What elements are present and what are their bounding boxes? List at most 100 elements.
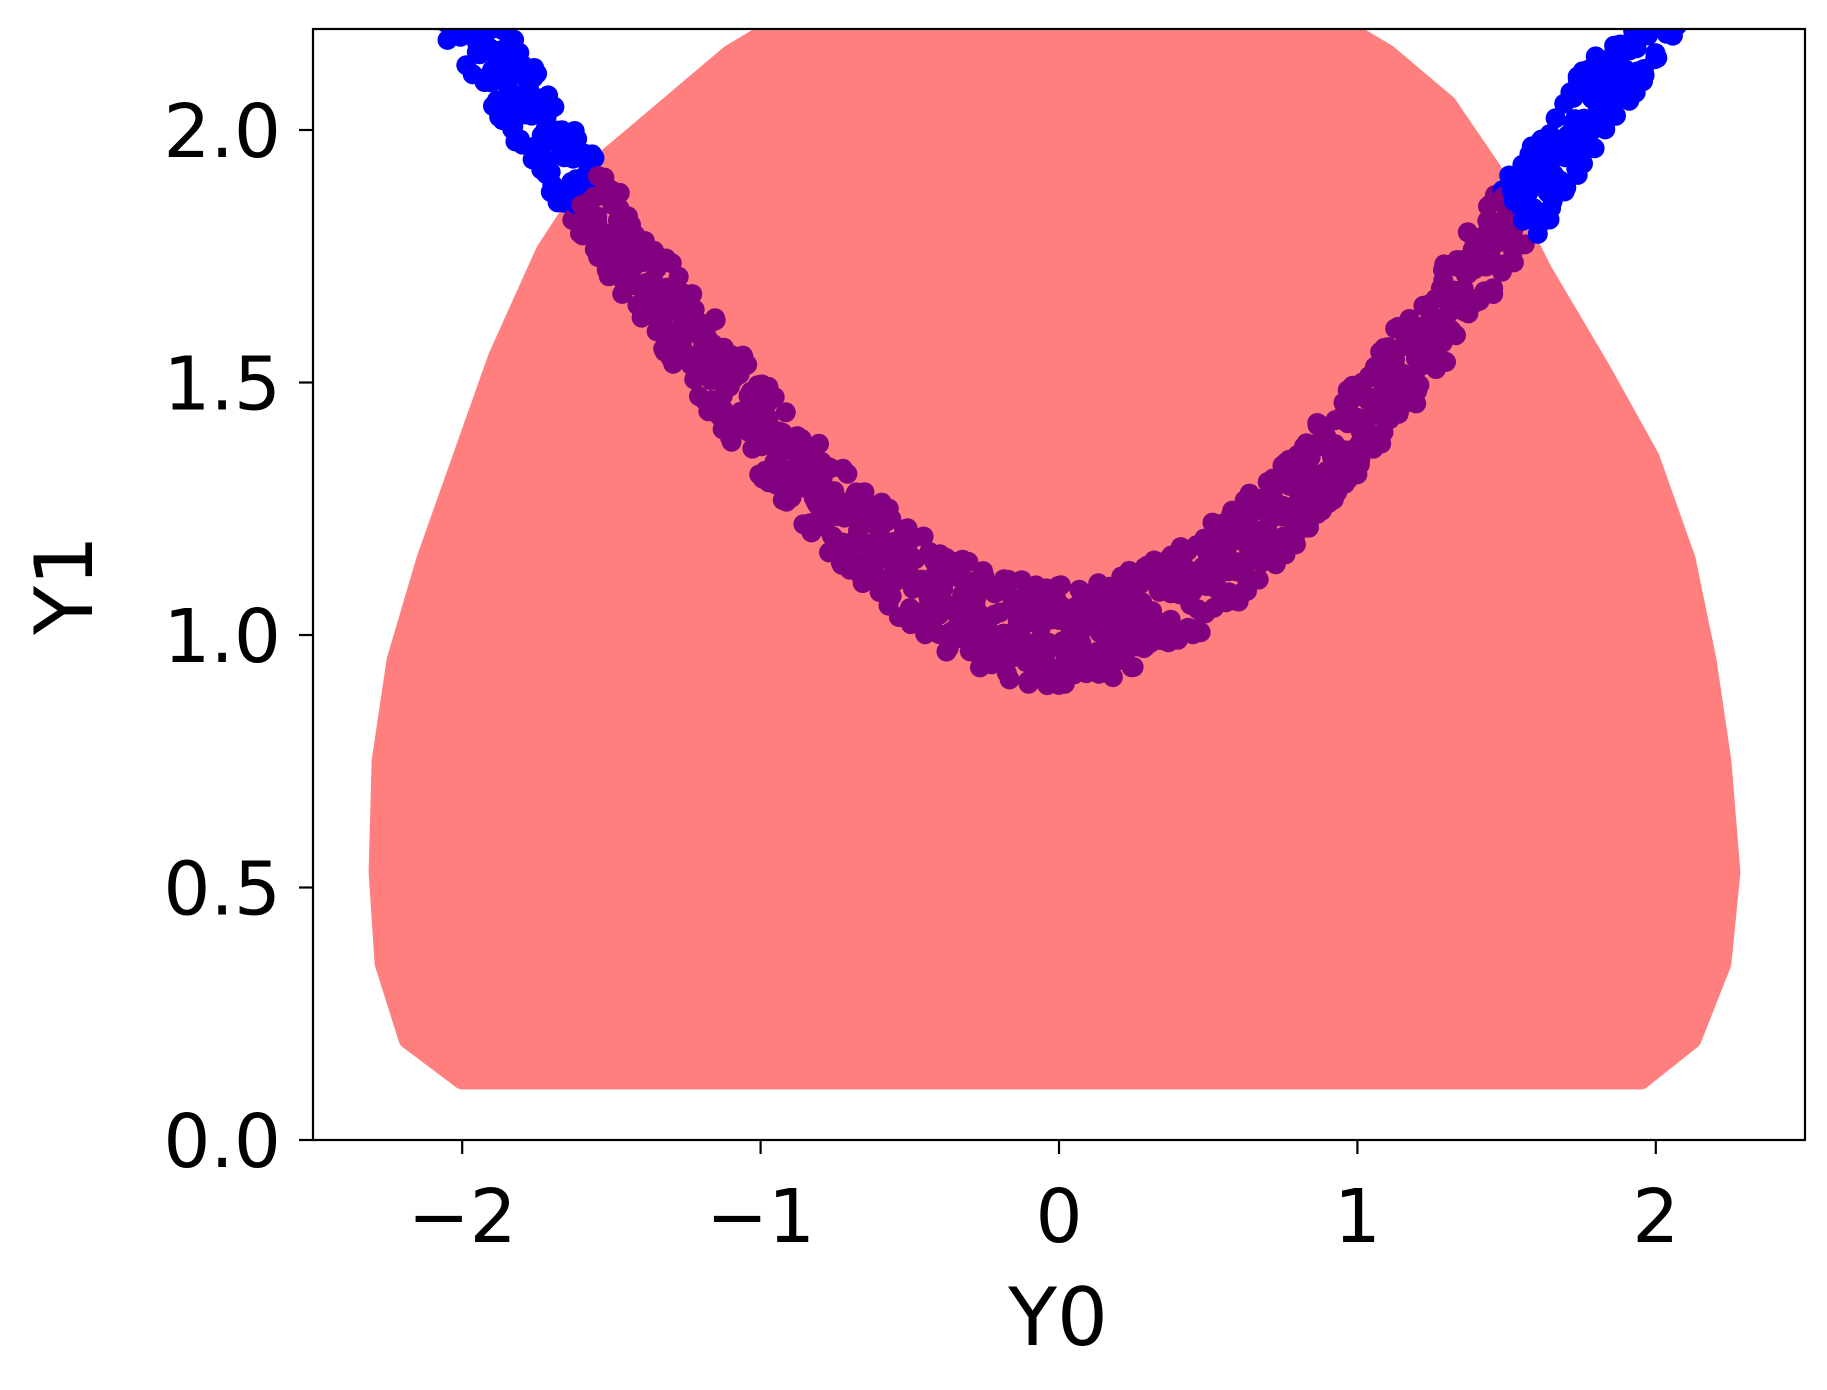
data-point xyxy=(668,266,689,287)
data-point xyxy=(1660,0,1680,20)
x-tick-label: 0 xyxy=(1035,1174,1082,1260)
data-point xyxy=(1647,47,1668,68)
data-point xyxy=(758,408,779,429)
y-tick-label: 0.0 xyxy=(163,1099,281,1185)
data-point xyxy=(1436,351,1456,372)
data-point xyxy=(1663,0,1683,4)
data-point xyxy=(775,402,796,423)
y-tick-label: 0.5 xyxy=(163,847,281,933)
data-point xyxy=(464,0,484,1)
data-point xyxy=(684,299,705,320)
data-point xyxy=(429,0,449,11)
data-point xyxy=(1638,29,1658,46)
data-point xyxy=(564,121,585,141)
y-tick-label: 2.0 xyxy=(163,89,281,175)
data-point xyxy=(609,182,630,203)
data-point xyxy=(958,551,979,572)
data-point xyxy=(764,387,785,408)
red-region-layer xyxy=(368,29,1741,1090)
data-point xyxy=(1554,181,1575,202)
data-point xyxy=(1625,1,1645,21)
data-point xyxy=(1018,673,1039,694)
data-point xyxy=(457,0,477,6)
data-point xyxy=(455,0,475,6)
y-tick-label: 1.5 xyxy=(163,342,281,428)
data-point xyxy=(544,96,565,117)
data-point xyxy=(1615,1,1635,21)
data-point xyxy=(1672,5,1692,25)
data-point xyxy=(1527,223,1548,244)
data-point xyxy=(999,669,1020,690)
data-point xyxy=(1680,0,1700,20)
data-point xyxy=(1622,0,1642,16)
y-axis: 0.0 0.5 1.0 1.5 2.0 xyxy=(163,89,313,1185)
data-point xyxy=(663,353,684,374)
data-point xyxy=(418,0,438,3)
data-point xyxy=(1123,657,1144,677)
data-point xyxy=(1441,320,1462,341)
x-axis: −2 −1 0 1 2 xyxy=(408,1140,1679,1260)
data-point xyxy=(1681,0,1701,8)
data-point xyxy=(465,8,485,28)
data-point xyxy=(1631,0,1651,6)
data-point xyxy=(1637,0,1657,17)
data-point xyxy=(499,29,520,48)
data-point xyxy=(818,457,839,477)
data-point xyxy=(1595,119,1616,140)
data-point xyxy=(1617,8,1637,28)
data-point xyxy=(1048,576,1069,596)
red-region xyxy=(368,29,1741,1090)
data-point xyxy=(938,598,959,619)
data-point xyxy=(1584,138,1605,159)
data-point xyxy=(1545,108,1566,129)
data-point xyxy=(915,624,936,645)
data-point xyxy=(445,0,465,12)
data-point xyxy=(1669,0,1689,9)
data-point xyxy=(1606,105,1626,126)
data-point xyxy=(1656,5,1676,25)
data-point xyxy=(809,433,829,454)
data-point xyxy=(523,67,544,88)
data-point xyxy=(1647,0,1667,1)
data-point xyxy=(1648,0,1668,17)
data-point xyxy=(1406,393,1427,414)
data-point xyxy=(444,0,464,9)
y-tick-label: 1.0 xyxy=(163,594,281,680)
data-point xyxy=(475,0,495,4)
point-cloud-layer xyxy=(418,0,1701,696)
data-point xyxy=(973,561,994,582)
data-point xyxy=(436,2,456,22)
data-point xyxy=(1248,569,1269,590)
x-tick-label: −2 xyxy=(408,1174,517,1260)
data-point xyxy=(423,0,443,3)
data-point xyxy=(1350,449,1371,470)
data-point xyxy=(473,0,493,13)
data-point xyxy=(1653,6,1673,26)
data-point xyxy=(435,29,445,31)
data-point xyxy=(510,129,530,150)
data-point xyxy=(837,463,858,484)
y-axis-label: Y1 xyxy=(18,535,111,636)
data-point xyxy=(452,0,472,2)
data-point xyxy=(584,148,605,169)
data-point xyxy=(429,0,449,1)
data-point xyxy=(1639,7,1659,27)
x-tick-label: −1 xyxy=(706,1174,815,1260)
data-point xyxy=(461,0,481,10)
data-point xyxy=(419,0,439,16)
data-point xyxy=(478,0,498,13)
x-tick-label: 1 xyxy=(1334,1174,1381,1260)
data-point xyxy=(1483,278,1504,299)
data-point xyxy=(451,0,471,12)
data-point xyxy=(1667,29,1687,36)
data-point xyxy=(1634,65,1655,86)
data-point xyxy=(1647,7,1667,27)
data-point xyxy=(442,8,462,28)
x-axis-label: Y0 xyxy=(1007,1271,1108,1364)
data-point xyxy=(438,9,458,29)
data-point xyxy=(1673,0,1693,12)
data-point xyxy=(733,347,754,368)
data-point xyxy=(1190,622,1211,643)
data-point xyxy=(1646,29,1658,31)
